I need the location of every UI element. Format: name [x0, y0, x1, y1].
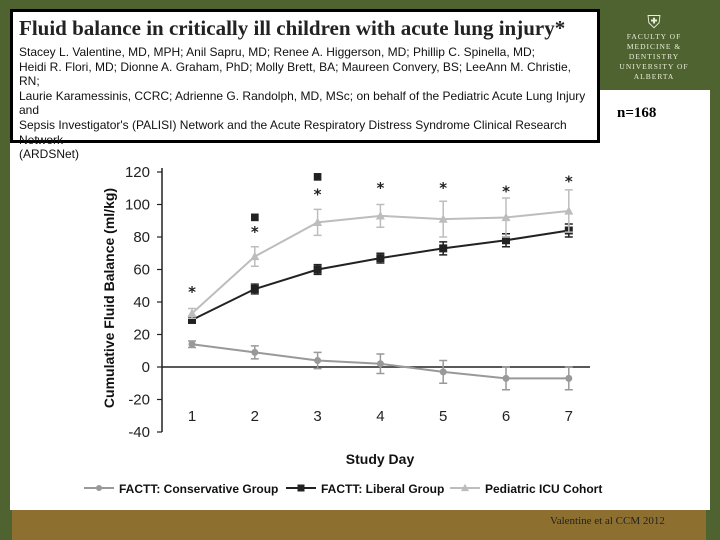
significance-asterisk: * — [188, 283, 196, 301]
significance-asterisk: * — [314, 186, 322, 204]
bottom-band — [0, 510, 720, 540]
x-tick-label: 6 — [502, 408, 510, 425]
legend-marker-circle — [96, 485, 102, 491]
y-tick-label: 0 — [142, 359, 150, 376]
legend-label-circle: FACTT: Conservative Group — [119, 482, 278, 496]
data-point-square — [188, 315, 196, 324]
significance-asterisk: * — [251, 223, 259, 241]
significance-asterisk: * — [376, 179, 384, 197]
x-axis-title: Study Day — [346, 451, 415, 467]
crest-line-medicine: MEDICINE & DENTISTRY — [626, 42, 682, 61]
data-point-circle — [251, 348, 259, 356]
data-point-circle — [439, 368, 447, 376]
crest-line-university: UNIVERSITY OF ALBERTA — [619, 62, 689, 81]
y-tick-label: 120 — [125, 164, 150, 181]
y-tick-label: 20 — [133, 327, 150, 344]
data-point-circle — [565, 374, 573, 382]
legend-marker-triangle — [461, 483, 469, 492]
left-border-strip — [0, 90, 10, 510]
bottom-left-block — [0, 510, 12, 540]
data-point-triangle — [564, 206, 574, 215]
paper-title: Fluid balance in critically ill children… — [19, 16, 566, 40]
university-crest: ⛨ FACULTY OF MEDICINE & DENTISTRY UNIVER… — [604, 12, 704, 81]
data-point-triangle — [501, 212, 511, 222]
data-point-triangle — [313, 217, 323, 226]
data-point-square — [250, 285, 259, 293]
legend-label-triangle: Pediatric ICU Cohort — [485, 482, 602, 496]
y-tick-label: -40 — [128, 424, 150, 441]
significance-square-marker: ■ — [250, 212, 259, 223]
data-point-circle — [188, 340, 196, 348]
shield-crest-icon: ⛨ — [647, 12, 661, 32]
data-point-square — [439, 244, 448, 253]
y-axis-title: Cumulative Fluid Balance (ml/kg) — [101, 188, 117, 408]
crest-line-faculty: FACULTY OF — [626, 32, 682, 41]
right-border-strip — [710, 90, 720, 510]
x-tick-label: 4 — [376, 408, 384, 425]
y-tick-label: 80 — [133, 229, 150, 246]
y-tick-label: 40 — [133, 294, 150, 311]
y-tick-label: 100 — [125, 197, 150, 214]
significance-asterisk: * — [502, 182, 510, 200]
data-point-square — [313, 265, 322, 274]
legend-label-square: FACTT: Liberal Group — [321, 482, 444, 496]
legend-marker-square — [297, 484, 305, 492]
citation-text: Valentine et al CCM 2012 — [550, 515, 665, 527]
x-tick-label: 7 — [565, 408, 573, 425]
data-point-square — [376, 254, 385, 263]
data-point-triangle — [375, 211, 385, 220]
significance-asterisk: * — [439, 179, 447, 197]
data-point-circle — [314, 357, 322, 364]
data-point-triangle — [187, 308, 197, 317]
data-point-triangle — [250, 251, 260, 261]
y-tick-label: 60 — [133, 262, 150, 279]
author-list: Stacey L. Valentine, MD, MPH; Anil Sapru… — [19, 45, 586, 162]
significance-square-marker: ■ — [313, 171, 322, 182]
x-tick-label: 5 — [439, 408, 447, 425]
data-point-circle — [376, 360, 384, 368]
series-line-square — [191, 229, 569, 321]
significance-asterisk: * — [565, 173, 573, 191]
paper-title-box: Fluid balance in critically ill children… — [10, 9, 600, 161]
x-tick-label: 2 — [251, 408, 259, 425]
x-tick-label: 1 — [188, 408, 196, 425]
data-point-circle — [502, 374, 510, 382]
x-tick-label: 3 — [313, 408, 321, 425]
data-point-triangle — [438, 214, 448, 223]
bottom-right-block — [706, 510, 720, 540]
sample-size-label: n=168 — [617, 105, 657, 121]
data-point-square — [502, 236, 510, 245]
y-tick-label: -20 — [128, 392, 150, 409]
